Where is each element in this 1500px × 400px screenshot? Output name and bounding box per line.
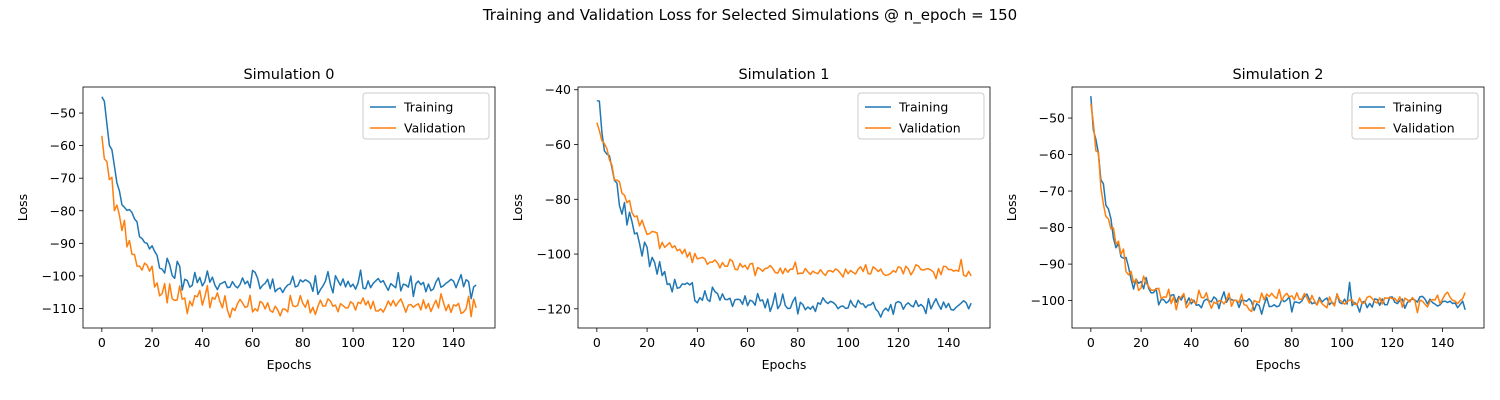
legend-label-training: Training [403, 100, 453, 115]
x-tick-label: 40 [689, 335, 705, 350]
series-line-validation [101, 135, 477, 319]
x-tick-label: 40 [194, 335, 210, 350]
x-tick-label: 20 [144, 335, 160, 350]
series-line-training [596, 99, 972, 318]
y-tick-label: −60 [1039, 147, 1065, 162]
y-tick-label: −70 [1039, 184, 1065, 199]
legend-label-validation: Validation [899, 121, 961, 136]
subplot-title: Simulation 0 [243, 67, 334, 83]
y-tick-label: −60 [50, 138, 76, 153]
y-axis-label: Loss [15, 194, 30, 221]
legend-label-training: Training [898, 100, 948, 115]
x-tick-label: 120 [1380, 335, 1404, 350]
y-tick-label: −40 [545, 82, 571, 97]
legend-label-training: Training [1392, 100, 1442, 115]
x-tick-label: 100 [341, 335, 365, 350]
x-tick-label: 0 [1087, 335, 1095, 350]
series-line-validation [596, 122, 972, 280]
x-tick-label: 120 [886, 335, 910, 350]
y-tick-label: −80 [50, 203, 76, 218]
y-tick-label: −80 [1039, 220, 1065, 235]
y-tick-label: −90 [50, 236, 76, 251]
y-tick-label: −50 [50, 106, 76, 121]
x-tick-label: 0 [593, 335, 601, 350]
x-tick-label: 60 [245, 335, 261, 350]
y-tick-label: −110 [42, 301, 76, 316]
y-tick-label: −100 [537, 247, 571, 262]
y-axis-label: Loss [510, 194, 525, 221]
legend-label-validation: Validation [1393, 121, 1455, 136]
y-tick-label: −90 [1039, 257, 1065, 272]
axes-frame [82, 86, 496, 329]
axes-frame [577, 86, 991, 329]
x-tick-label: 80 [1284, 335, 1300, 350]
x-tick-label: 140 [1431, 335, 1455, 350]
legend: Training Validation [362, 92, 490, 140]
y-tick-label: −120 [537, 301, 571, 316]
subplot-title: Simulation 2 [1232, 67, 1323, 83]
subplot-1: Simulation 1 0 20 40 60 80 100 120 140 −40 −60 −80 −… [510, 67, 991, 372]
x-tick-label: 120 [391, 335, 415, 350]
y-tick-label: −100 [1031, 293, 1065, 308]
y-axis-label: Loss [1004, 194, 1019, 221]
series-line-training [101, 96, 477, 300]
y-tick-label: −70 [50, 171, 76, 186]
series-line-training [1090, 96, 1466, 315]
y-tick-label: −60 [545, 137, 571, 152]
x-tick-label: 80 [790, 335, 806, 350]
legend: Training Validation [1351, 92, 1479, 140]
series-line-validation [1090, 103, 1466, 314]
x-tick-label: 40 [1183, 335, 1199, 350]
subplot-title: Simulation 1 [738, 67, 829, 83]
legend-label-validation: Validation [404, 121, 466, 136]
y-tick-label: −50 [1039, 111, 1065, 126]
x-tick-label: 60 [740, 335, 756, 350]
x-tick-label: 100 [1330, 335, 1354, 350]
y-tick-label: −100 [42, 268, 76, 283]
subplot-2: Simulation 2 0 20 40 60 80 100 120 140 −50 −60 −70 −… [1004, 67, 1485, 372]
x-axis-label: Epochs [267, 357, 312, 372]
subplot-0: Simulation 0 0 20 40 60 80 100 120 140 −50 −60 −70 −… [15, 67, 496, 372]
x-axis-label: Epochs [762, 357, 807, 372]
x-tick-label: 60 [1234, 335, 1250, 350]
x-axis-label: Epochs [1256, 357, 1301, 372]
figure-suptitle: Training and Validation Loss for Selecte… [482, 6, 1017, 25]
legend: Training Validation [857, 92, 985, 140]
x-tick-label: 80 [295, 335, 311, 350]
x-tick-label: 100 [836, 335, 860, 350]
x-tick-label: 140 [442, 335, 466, 350]
x-tick-label: 20 [1133, 335, 1149, 350]
x-tick-label: 140 [937, 335, 961, 350]
y-tick-label: −80 [545, 192, 571, 207]
x-tick-label: 20 [639, 335, 655, 350]
axes-frame [1071, 86, 1485, 329]
x-tick-label: 0 [98, 335, 106, 350]
subplots: Simulation 0 0 20 40 60 80 100 120 140 −50 −60 −70 −… [15, 67, 1485, 372]
